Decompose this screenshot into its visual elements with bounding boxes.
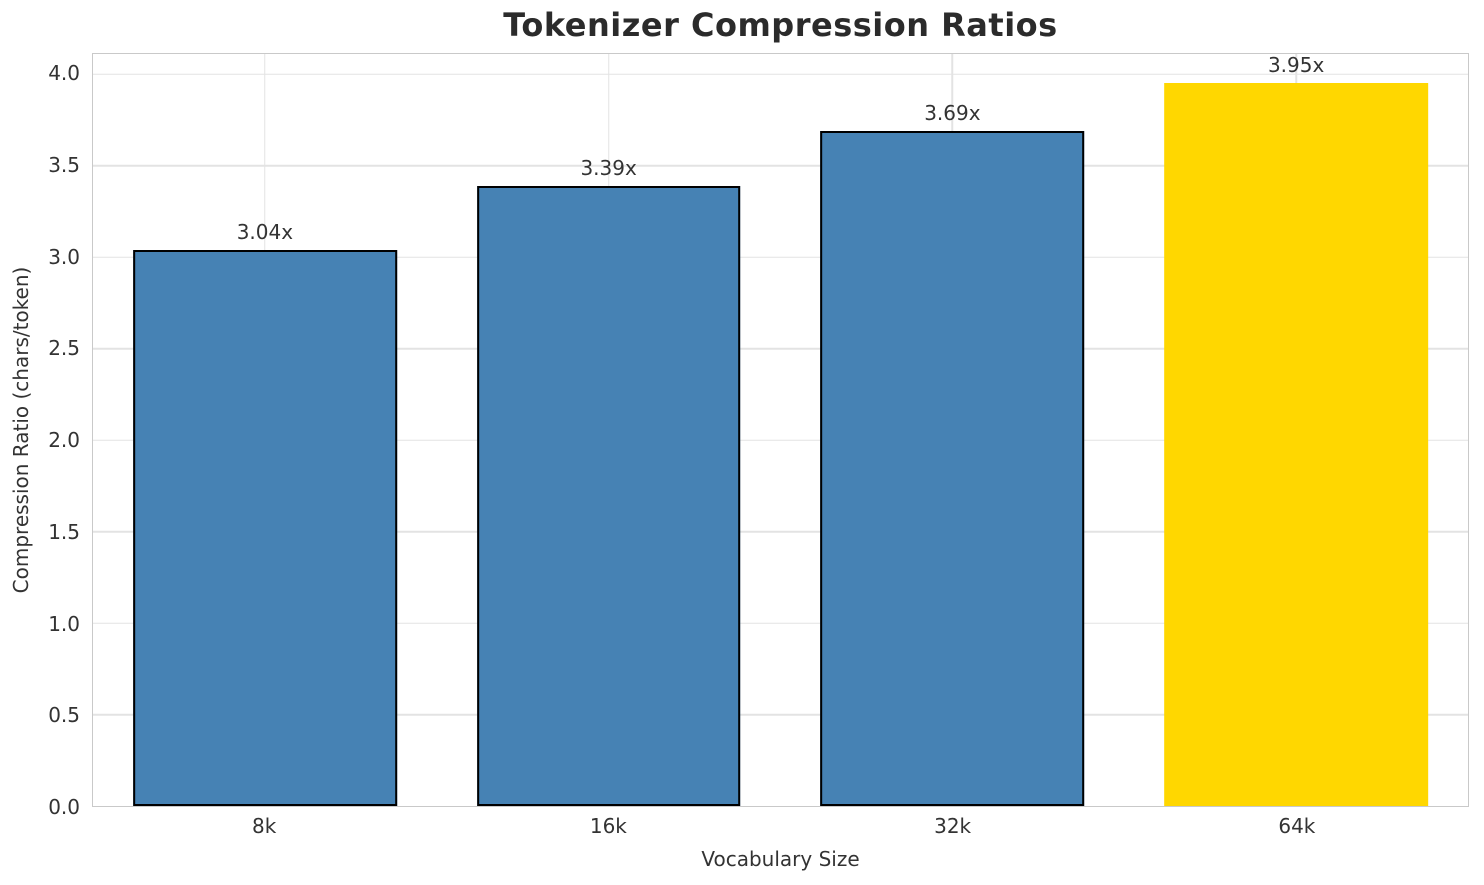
bar-cell-32k: 3.69x [781,54,1125,806]
y-tick-label: 1.5 [48,519,80,544]
horizontal-gridline [93,164,1468,167]
y-tick-label: 1.0 [48,611,80,636]
x-tick-label: 32k [934,814,972,838]
bar-64k-highlight [1164,83,1428,806]
x-axis: 8k 16k 32k 64k [92,814,1469,838]
bar-cell-16k: 3.39x [437,54,781,806]
bar-value-label: 3.39x [580,155,637,180]
bar-cell-64k: 3.95x [1124,54,1468,806]
chart-title: Tokenizer Compression Ratios [503,6,1058,44]
y-tick-label: 2.5 [48,336,80,361]
y-tick-label: 4.0 [48,61,80,86]
horizontal-gridline [93,530,1468,533]
y-tick-label: 0.5 [48,703,80,728]
horizontal-gridline [93,347,1468,350]
y-tick-label: 2.0 [48,428,80,453]
y-axis: 0.0 0.5 1.0 1.5 2.0 2.5 3.0 3.5 4.0 [0,53,80,817]
y-tick-label: 0.0 [48,795,80,819]
gridline-layer [93,54,1468,806]
x-tick-label: 8k [251,814,277,838]
horizontal-gridline [93,622,1468,624]
bars-layer: 3.04x 3.39x 3.69x 3.95x [93,54,1468,806]
plot-area: 3.04x 3.39x 3.69x 3.95x [92,53,1469,807]
horizontal-gridline [93,256,1468,258]
bar-value-label: 3.69x [924,100,981,125]
horizontal-gridline [93,713,1468,716]
bar-16k [476,185,741,806]
x-axis-label: Vocabulary Size [701,847,860,871]
bar-value-label: 3.95x [1267,53,1325,78]
y-tick-label: 3.5 [48,152,80,177]
x-tick-label: 64k [1278,814,1316,838]
y-tick-label: 3.0 [48,244,80,269]
bar-32k [820,130,1085,806]
horizontal-gridline [93,439,1468,441]
bar-8k [133,249,397,806]
x-tick-label: 16k [589,814,627,838]
horizontal-gridline [93,73,1468,75]
bar-cell-8k: 3.04x [93,54,437,806]
bar-value-label: 3.04x [236,219,294,244]
